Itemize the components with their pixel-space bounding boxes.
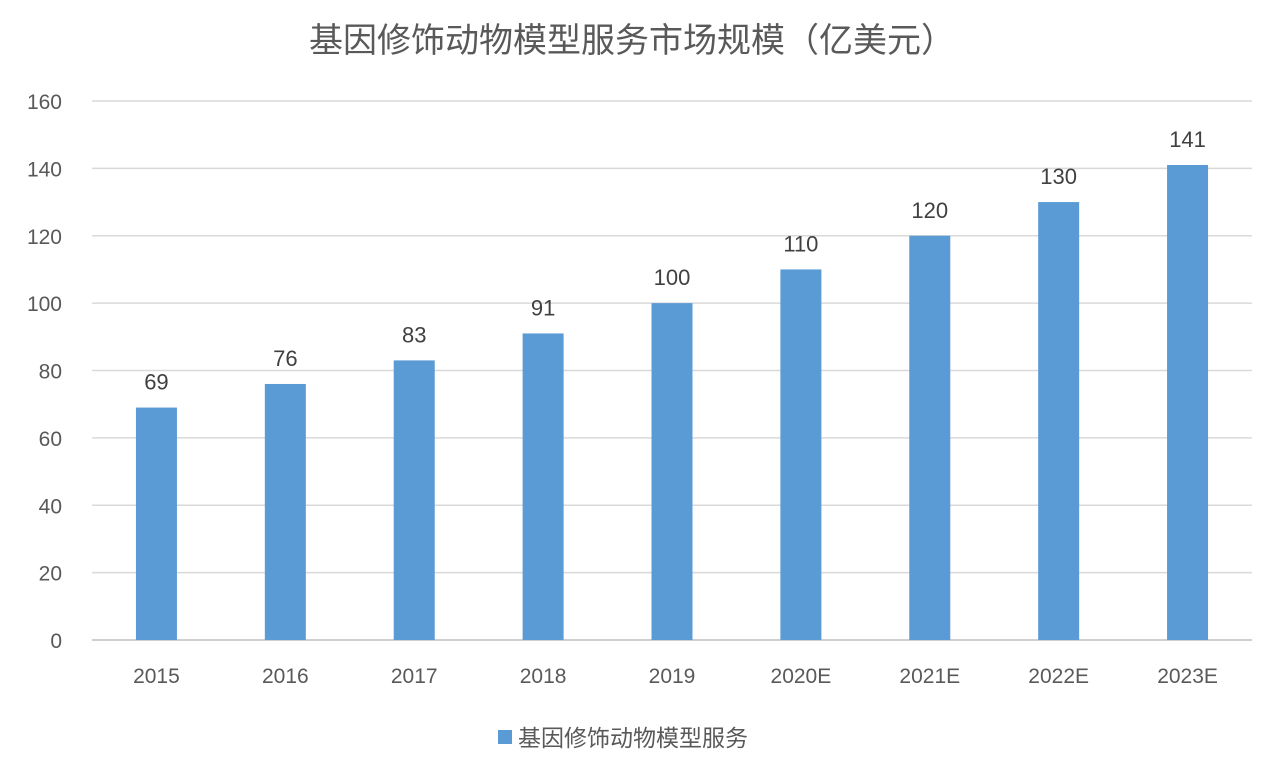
x-category-label-2016: 2016 bbox=[262, 665, 309, 688]
data-label-2018: 91 bbox=[531, 295, 555, 320]
data-label-2022E: 130 bbox=[1040, 164, 1077, 189]
y-tick-label: 160 bbox=[27, 91, 62, 114]
bar-2016 bbox=[264, 383, 306, 640]
data-labels: 69 76 83 91 100 110 120 130 141 bbox=[144, 127, 1206, 395]
y-axis-tick-labels: 0 20 40 60 80 100 120 140 160 bbox=[27, 91, 62, 653]
y-tick-label: 20 bbox=[39, 563, 62, 586]
x-category-label-2018: 2018 bbox=[520, 665, 567, 688]
x-axis-category-labels: 2015 2016 2017 2018 2019 2020E 2021E 2022E 2023E bbox=[133, 665, 1218, 688]
chart-title: 基因修饰动物模型服务市场规模（亿美元） bbox=[309, 21, 955, 61]
x-category-label-2021E: 2021E bbox=[899, 665, 960, 688]
bar-2023E bbox=[1167, 165, 1209, 640]
bar-2020E bbox=[780, 269, 822, 640]
x-category-label-2019: 2019 bbox=[649, 665, 696, 688]
legend: 基因修饰动物模型服务 bbox=[498, 726, 748, 752]
data-label-2016: 76 bbox=[273, 346, 297, 371]
x-category-label-2020E: 2020E bbox=[771, 665, 832, 688]
x-category-label-2017: 2017 bbox=[391, 665, 438, 688]
bar-2017 bbox=[393, 360, 435, 640]
y-tick-label: 100 bbox=[27, 293, 62, 316]
x-category-label-2015: 2015 bbox=[133, 665, 180, 688]
y-tick-label: 80 bbox=[39, 361, 62, 384]
data-label-2021E: 120 bbox=[911, 198, 948, 223]
legend-swatch bbox=[498, 730, 512, 744]
x-category-label-2022E: 2022E bbox=[1028, 665, 1089, 688]
bars bbox=[135, 165, 1209, 640]
x-category-label-2023E: 2023E bbox=[1157, 665, 1218, 688]
y-tick-label: 40 bbox=[39, 495, 62, 518]
legend-label: 基因修饰动物模型服务 bbox=[518, 726, 748, 752]
bar-2019 bbox=[651, 303, 693, 640]
bar-2021E bbox=[909, 235, 951, 640]
bar-2018 bbox=[522, 333, 564, 640]
y-tick-label: 0 bbox=[50, 630, 62, 653]
data-label-2023E: 141 bbox=[1169, 127, 1206, 152]
data-label-2017: 83 bbox=[402, 322, 426, 347]
y-tick-label: 140 bbox=[27, 158, 62, 181]
data-label-2015: 69 bbox=[144, 370, 168, 395]
data-label-2019: 100 bbox=[654, 265, 691, 290]
data-label-2020E: 110 bbox=[783, 231, 818, 256]
y-tick-label: 60 bbox=[39, 428, 62, 451]
bar-2022E bbox=[1038, 202, 1080, 640]
bar-2015 bbox=[135, 407, 177, 640]
y-tick-label: 120 bbox=[27, 226, 62, 249]
